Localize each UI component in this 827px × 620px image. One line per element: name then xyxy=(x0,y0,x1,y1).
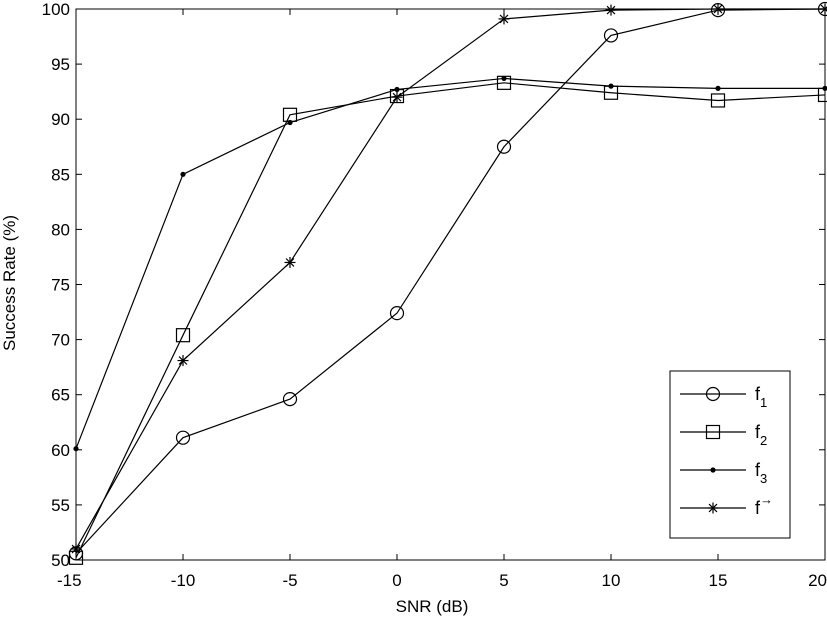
legend-subscript: → xyxy=(760,492,773,507)
y-tick-label: 65 xyxy=(51,386,70,405)
legend-subscript: 2 xyxy=(760,433,767,448)
legend-subscript: 1 xyxy=(760,395,767,410)
point-marker xyxy=(175,430,191,445)
y-tick-label: 50 xyxy=(51,551,70,570)
point-marker xyxy=(605,4,617,16)
series-line xyxy=(75,77,825,449)
y-tick-label: 90 xyxy=(51,110,70,129)
x-tick-label: -5 xyxy=(282,571,297,590)
point-marker xyxy=(389,306,405,321)
series-line xyxy=(75,8,826,554)
legend-entry: f→ xyxy=(680,492,773,518)
y-tick-label: 80 xyxy=(51,220,70,239)
point-marker xyxy=(705,424,721,440)
series-line xyxy=(75,82,826,559)
x-axis-label: SNR (dB) xyxy=(396,597,469,616)
series-layer xyxy=(68,1,827,565)
point-marker xyxy=(707,502,719,514)
point-marker xyxy=(705,386,721,402)
series-3 xyxy=(73,75,827,452)
axis-ticks: -15 -10 -5 0 5 10 15 20 50 55 60 65 70 75 80 85 90 95 100 xyxy=(42,0,827,590)
point-marker xyxy=(180,171,186,177)
point-marker xyxy=(287,119,293,126)
y-tick-label: 75 xyxy=(51,276,70,295)
x-tick-label: 0 xyxy=(392,571,401,590)
point-marker xyxy=(496,139,512,154)
point-marker xyxy=(498,13,510,25)
x-tick-label: 10 xyxy=(602,571,621,590)
point-marker xyxy=(284,256,296,268)
point-marker xyxy=(394,86,400,93)
y-axis-label: Success Rate (%) xyxy=(0,215,19,351)
y-tick-label: 95 xyxy=(51,55,70,74)
point-marker xyxy=(603,28,619,43)
point-marker xyxy=(608,83,614,89)
y-tick-label: 60 xyxy=(51,441,70,460)
point-marker xyxy=(710,467,716,473)
x-tick-label: -10 xyxy=(171,571,196,590)
x-tick-label: 15 xyxy=(709,571,728,590)
point-marker xyxy=(391,91,403,103)
plot-frame xyxy=(75,8,826,561)
x-tick-label: -15 xyxy=(57,571,82,590)
point-marker xyxy=(501,75,507,82)
y-tick-label: 100 xyxy=(42,0,70,19)
point-marker xyxy=(710,93,726,108)
x-tick-label: 20 xyxy=(808,571,827,590)
y-tick-label: 70 xyxy=(51,331,70,350)
point-marker xyxy=(177,355,189,367)
legend-subscript: 3 xyxy=(760,471,767,486)
y-tick-label: 85 xyxy=(51,165,70,184)
y-tick-label: 55 xyxy=(51,496,70,515)
point-marker xyxy=(282,392,298,407)
legend-box xyxy=(669,370,791,539)
point-marker xyxy=(715,85,721,91)
x-tick-label: 5 xyxy=(499,571,508,590)
point-marker xyxy=(175,328,191,343)
